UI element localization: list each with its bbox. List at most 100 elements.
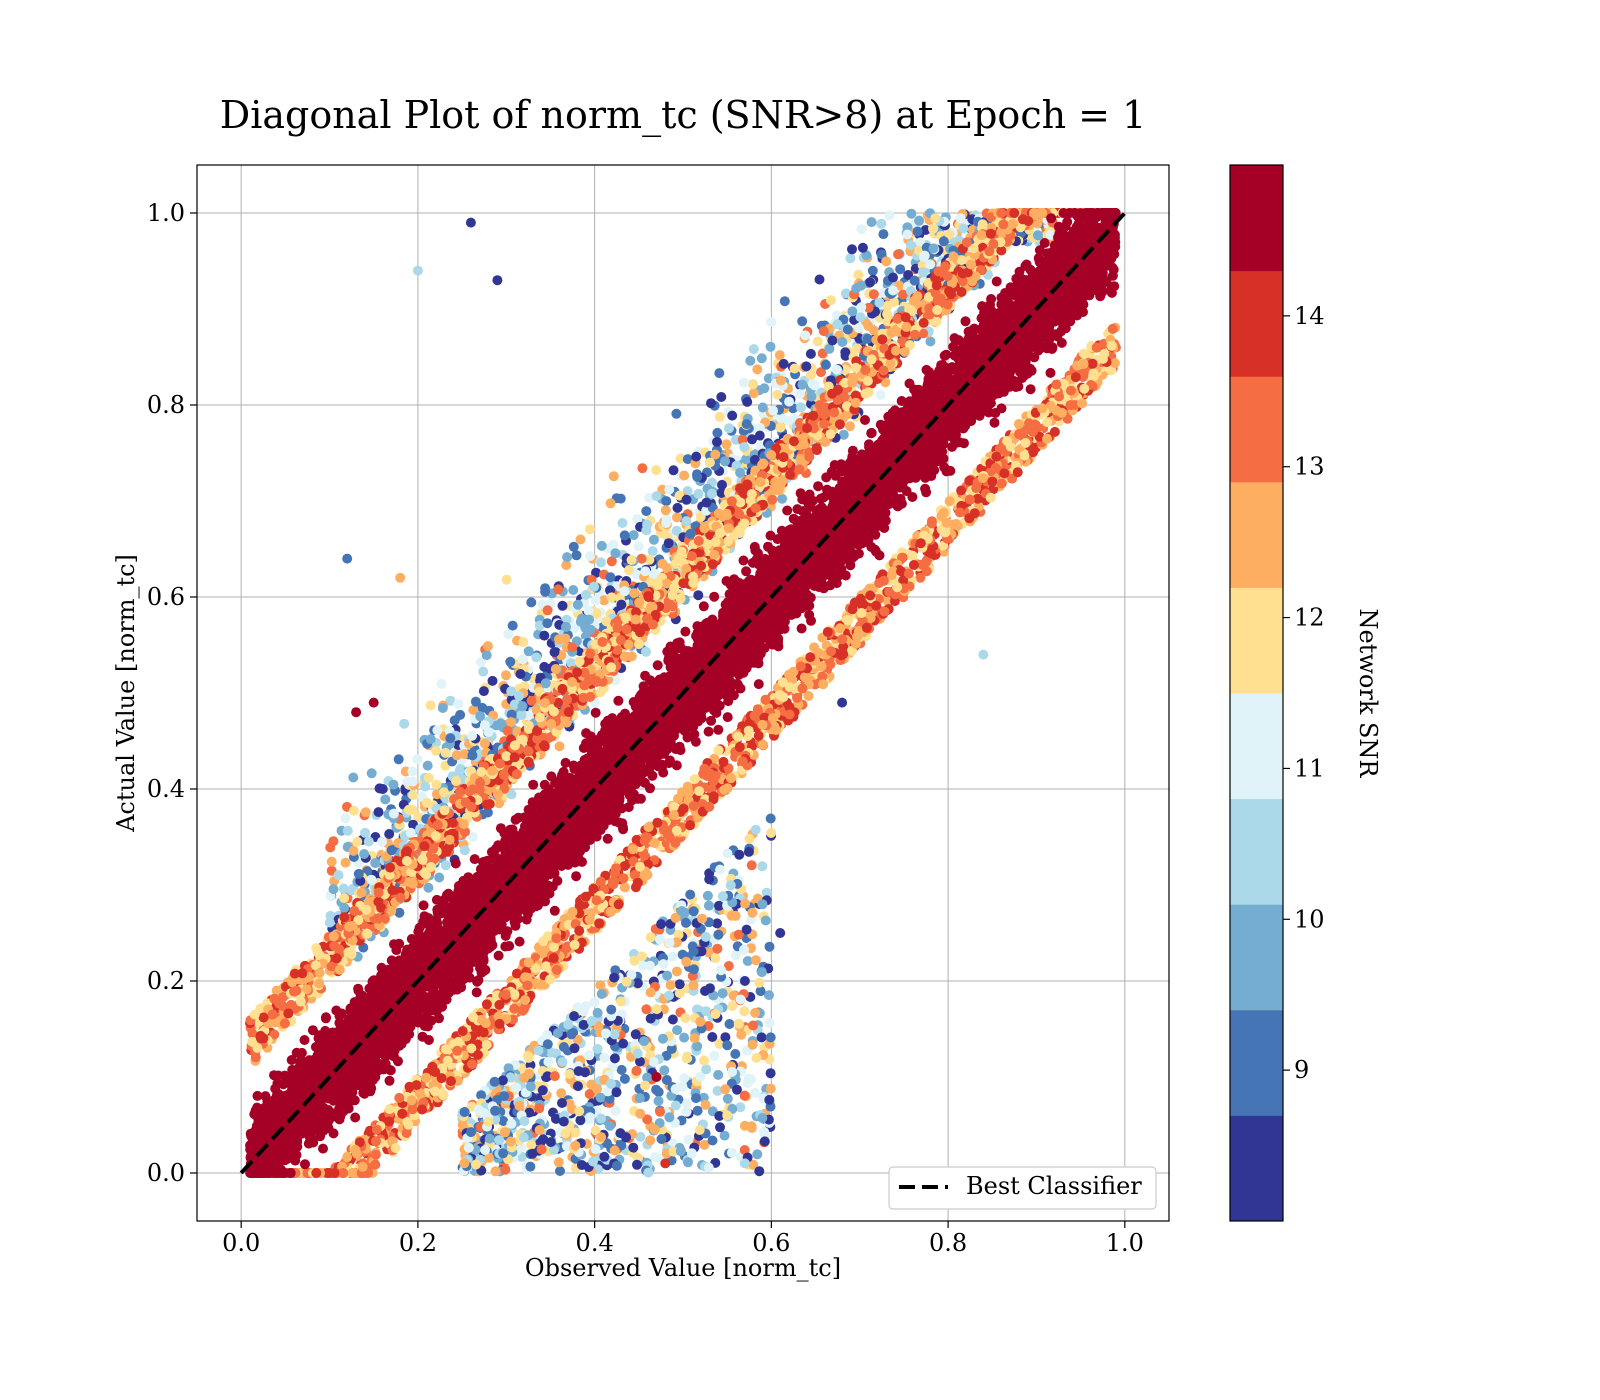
scatter-point [466, 1127, 476, 1138]
scatter-point [672, 502, 683, 513]
scatter-point [610, 675, 621, 686]
scatter-point [875, 390, 886, 400]
scatter-point [459, 845, 470, 856]
scatter-point [739, 1006, 750, 1017]
scatter-point [756, 1032, 767, 1043]
scatter-point [659, 1065, 670, 1076]
scatter-point [700, 1099, 711, 1110]
scatter-point [420, 781, 431, 792]
scatter-point [866, 217, 877, 228]
scatter-point [502, 725, 513, 736]
scatter-point [360, 807, 371, 818]
scatter-point [814, 274, 825, 285]
scatter-point [403, 804, 414, 815]
scatter-point [585, 624, 596, 635]
scatter-point [440, 860, 451, 871]
scatter-point [755, 986, 766, 997]
scatter-point [490, 1166, 501, 1177]
scatter-point [688, 906, 699, 917]
scatter-point [795, 388, 806, 399]
scatter-point [405, 827, 416, 838]
scatter-point [600, 1028, 611, 1039]
scatter-point [487, 675, 498, 686]
scatter-point [490, 1105, 501, 1116]
scatter-point [857, 242, 868, 253]
scatter-point [722, 1040, 733, 1051]
scatter-point [588, 1156, 598, 1167]
scatter-point [748, 344, 759, 355]
scatter-point [694, 1125, 705, 1135]
scatter-point [515, 669, 526, 679]
scatter-point [928, 223, 938, 234]
scatter-point [550, 664, 561, 674]
scatter-point [561, 621, 571, 632]
scatter-point [710, 1009, 721, 1020]
scatter-point [606, 1004, 617, 1015]
scatter-point [523, 646, 534, 657]
scatter-point [325, 842, 336, 853]
scatter-point [610, 548, 621, 559]
scatter-point [610, 1105, 621, 1116]
scatter-point [519, 1116, 530, 1127]
scatter-point [377, 836, 387, 847]
scatter-point [715, 864, 726, 875]
scatter-point [574, 1106, 585, 1117]
scatter-point [739, 377, 749, 388]
scatter-point [716, 965, 727, 976]
scatter-point [714, 368, 725, 379]
scatter-point [556, 1088, 567, 1099]
scatter-point [353, 868, 364, 879]
scatter-point [745, 355, 756, 366]
scatter-point [679, 1032, 690, 1043]
scatter-point [667, 951, 678, 962]
scatter-point [606, 1078, 616, 1089]
scatter-point [609, 1029, 620, 1040]
scatter-point [693, 590, 704, 601]
scatter-point [724, 423, 734, 434]
scatter-point [679, 470, 690, 481]
scatter-point [621, 976, 632, 987]
scatter-point [494, 1135, 505, 1146]
scatter-point [797, 316, 808, 327]
scatter-point [765, 1032, 776, 1043]
scatter-point [626, 555, 637, 565]
scatter-point [847, 244, 857, 255]
scatter-point [585, 551, 595, 562]
scatter-point [831, 364, 842, 375]
scatter-point [766, 317, 777, 327]
scatter-point [628, 530, 639, 541]
scatter-point [560, 633, 571, 644]
scatter-point [695, 1016, 706, 1027]
scatter-point [568, 585, 579, 595]
scatter-point [748, 1020, 759, 1031]
scatter-point [757, 402, 768, 413]
scatter-point [928, 243, 939, 254]
scatter-point [750, 1088, 760, 1098]
scatter-point [459, 1107, 470, 1117]
scatter-point [596, 1113, 606, 1124]
scatter-point [631, 1065, 642, 1076]
scatter-point [359, 849, 370, 859]
scatter-point [665, 980, 676, 991]
scatter-point [707, 488, 717, 499]
scatter-point [423, 772, 434, 783]
scatter-point [721, 439, 732, 450]
scatter-point [759, 383, 770, 394]
scatter-point [876, 218, 887, 229]
scatter-point [649, 1124, 660, 1135]
scatter-point [645, 932, 656, 943]
scatter-point [640, 1080, 651, 1091]
scatter-point [739, 442, 750, 453]
scatter-point [679, 1073, 690, 1084]
scatter-point [647, 546, 658, 557]
scatter-point [664, 484, 675, 495]
scatter-point [692, 1105, 703, 1116]
scatter-point [756, 967, 767, 978]
scatter-point [797, 379, 808, 390]
scatter-point [373, 807, 384, 818]
scatter-point [501, 574, 512, 585]
scatter-point [878, 229, 889, 240]
scatter-point [656, 919, 667, 930]
scatter-point [759, 1126, 770, 1137]
scatter-point [772, 389, 783, 400]
